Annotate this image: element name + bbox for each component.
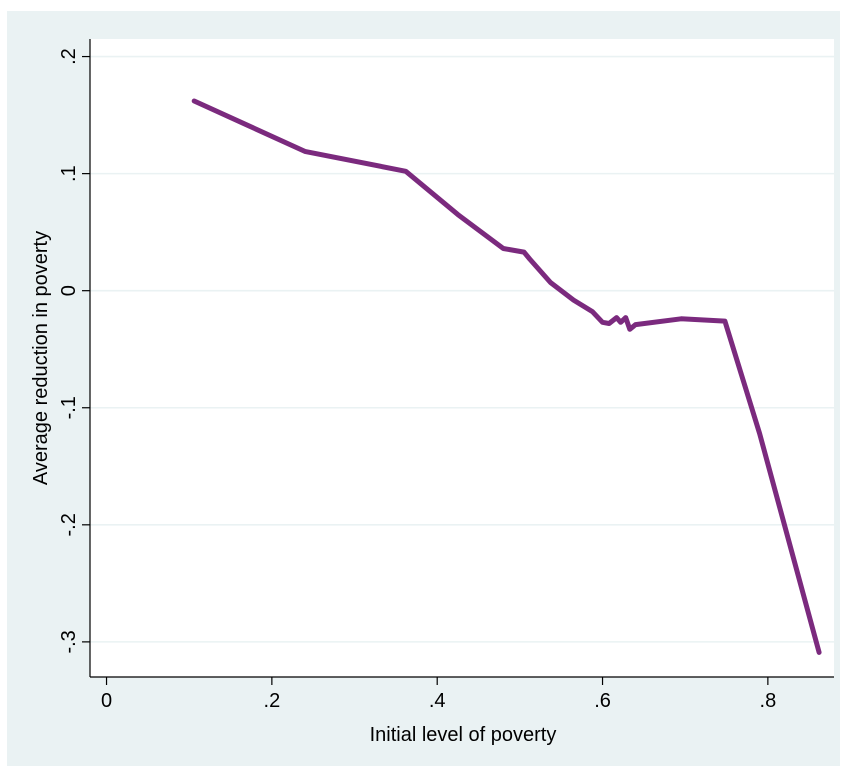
y-tick-label: -.1 — [58, 396, 80, 419]
y-tick-label: .1 — [58, 165, 80, 182]
x-ticks: 0 .2 .4 .6 .8 — [101, 677, 776, 712]
y-ticks: .2 .1 0 -.1 -.2 -.3 — [58, 48, 90, 654]
x-tick-label: .8 — [760, 690, 777, 712]
gridlines — [90, 55, 834, 643]
x-axis-label: Initial level of poverty — [370, 724, 557, 746]
x-tick-label: 0 — [101, 690, 112, 712]
plot-area — [90, 39, 834, 677]
x-tick-label: .2 — [264, 690, 281, 712]
series-line — [191, 98, 822, 655]
y-tick-label: .2 — [58, 48, 80, 65]
series-layer — [191, 98, 822, 655]
y-tick-label: 0 — [58, 285, 80, 296]
x-tick-label: .4 — [429, 690, 446, 712]
axes — [89, 39, 834, 678]
y-axis-label: Average reduction in poverty — [30, 231, 52, 485]
y-tick-label: -.3 — [58, 630, 80, 653]
y-tick-label: -.2 — [58, 513, 80, 536]
x-tick-label: .6 — [594, 690, 611, 712]
